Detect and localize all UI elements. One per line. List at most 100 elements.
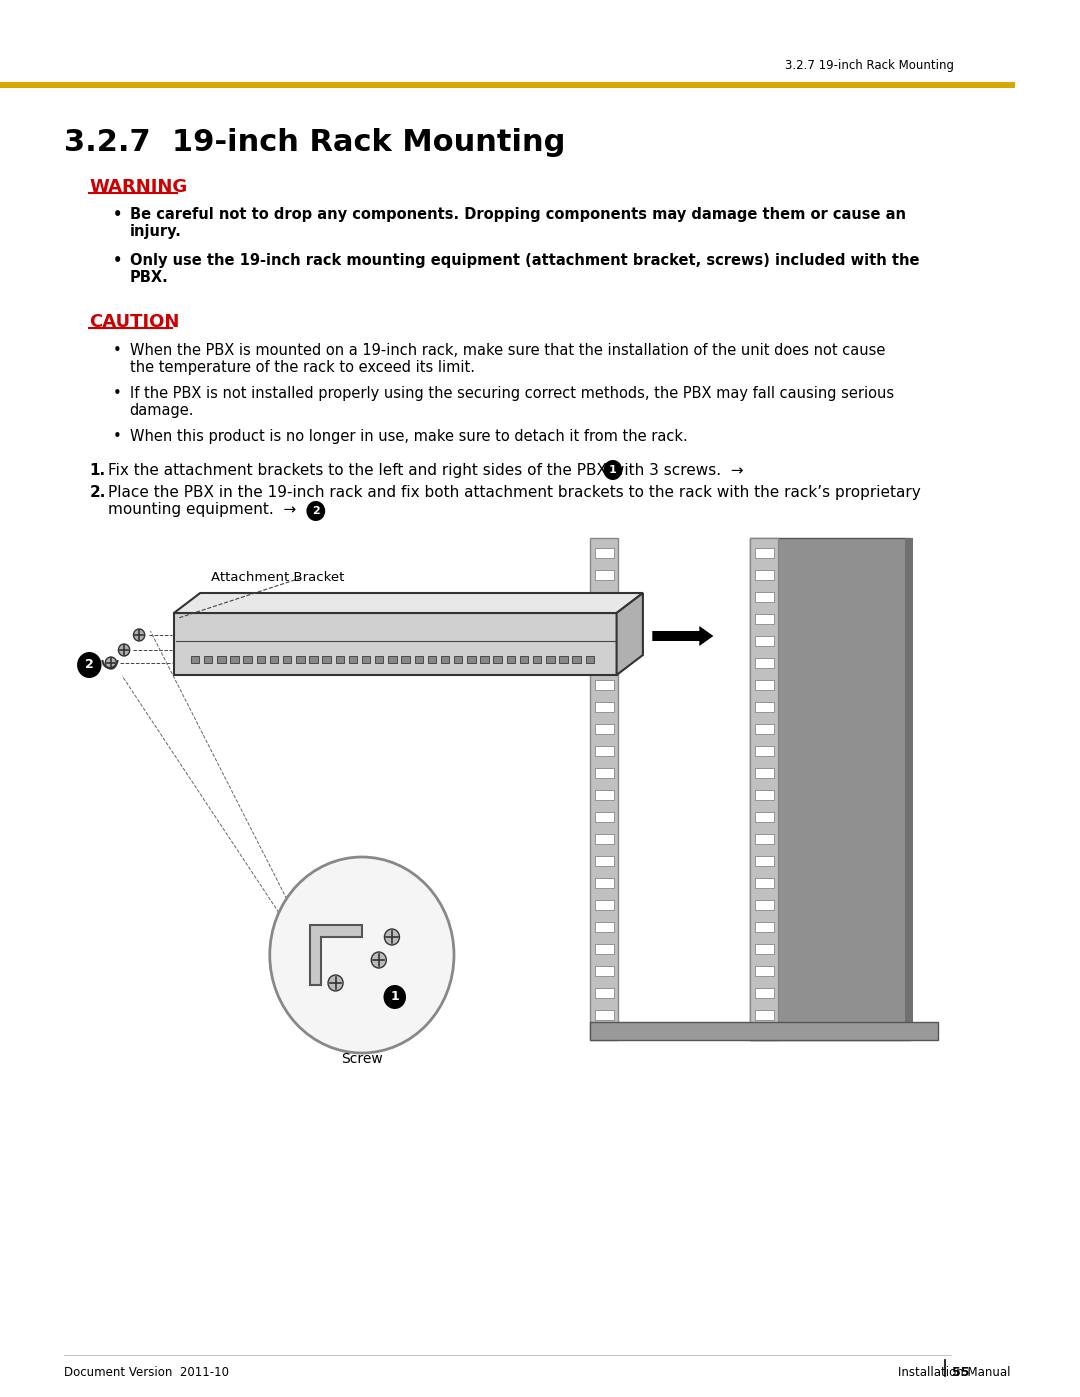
Polygon shape (174, 592, 643, 613)
Text: Attachment Bracket: Attachment Bracket (212, 571, 345, 584)
Text: •: • (112, 207, 122, 222)
Bar (349, 657, 357, 664)
Bar (257, 657, 265, 664)
Text: If the PBX is not installed properly using the securing correct methods, the PBX: If the PBX is not installed properly usi… (130, 386, 894, 418)
Bar (174, 613, 617, 675)
Bar (591, 1023, 939, 1039)
Bar (532, 657, 541, 664)
Text: 1.: 1. (90, 462, 106, 478)
Bar (755, 1010, 773, 1020)
Bar (755, 592, 773, 602)
Bar (595, 724, 613, 733)
Circle shape (134, 629, 145, 641)
Bar (230, 657, 239, 664)
Bar (595, 548, 613, 557)
Bar (595, 834, 613, 844)
Bar (755, 965, 773, 977)
Circle shape (270, 856, 454, 1053)
Bar (595, 877, 613, 888)
Text: 55: 55 (953, 1366, 970, 1379)
Bar (375, 657, 383, 664)
Bar (755, 789, 773, 800)
Circle shape (604, 460, 622, 481)
Bar (755, 812, 773, 821)
Bar (595, 965, 613, 977)
Bar (283, 657, 292, 664)
Bar (585, 657, 594, 664)
Text: •: • (112, 253, 122, 268)
Bar (595, 812, 613, 821)
Bar (362, 657, 370, 664)
Bar (595, 658, 613, 668)
Bar (595, 856, 613, 866)
Bar (191, 657, 200, 664)
Polygon shape (617, 592, 643, 675)
Bar (402, 657, 409, 664)
Text: Place the PBX in the 19-inch rack and fix both attachment brackets to the rack w: Place the PBX in the 19-inch rack and fi… (108, 485, 921, 517)
Bar (595, 988, 613, 997)
Bar (755, 703, 773, 712)
Text: Document Version  2011-10: Document Version 2011-10 (64, 1366, 229, 1379)
Text: 1: 1 (609, 465, 617, 475)
Bar (755, 636, 773, 645)
Polygon shape (310, 925, 362, 985)
Bar (388, 657, 396, 664)
Text: 2.: 2. (90, 485, 106, 500)
Bar (751, 538, 779, 1039)
Text: 2: 2 (85, 658, 94, 672)
Bar (309, 657, 318, 664)
Text: 3.2.7  19-inch Rack Mounting: 3.2.7 19-inch Rack Mounting (64, 129, 565, 156)
Circle shape (119, 644, 130, 657)
Bar (905, 538, 913, 1039)
Bar (243, 657, 252, 664)
Bar (595, 570, 613, 580)
Bar (559, 657, 568, 664)
Text: 1: 1 (390, 990, 400, 1003)
Text: 2: 2 (312, 506, 320, 515)
Bar (204, 657, 213, 664)
Circle shape (307, 502, 325, 521)
Bar (595, 1010, 613, 1020)
Bar (468, 657, 475, 664)
Text: Installation Manual: Installation Manual (897, 1366, 1010, 1379)
Text: Screw: Screw (341, 1052, 382, 1066)
Polygon shape (652, 626, 714, 645)
Circle shape (105, 657, 117, 669)
Bar (755, 548, 773, 557)
Bar (481, 657, 489, 664)
Text: When the PBX is mounted on a 19-inch rack, make sure that the installation of th: When the PBX is mounted on a 19-inch rac… (130, 344, 886, 376)
Bar (751, 538, 909, 1039)
Bar (755, 615, 773, 624)
Bar (595, 789, 613, 800)
Bar (755, 856, 773, 866)
Bar (595, 680, 613, 690)
Circle shape (384, 929, 400, 944)
Text: 3.2.7 19-inch Rack Mounting: 3.2.7 19-inch Rack Mounting (785, 59, 954, 73)
Bar (595, 615, 613, 624)
Bar (546, 657, 554, 664)
Bar (755, 680, 773, 690)
Bar (0, 82, 1015, 88)
Bar (428, 657, 436, 664)
Bar (755, 570, 773, 580)
Circle shape (372, 951, 387, 968)
Bar (755, 746, 773, 756)
Text: CAUTION: CAUTION (90, 313, 179, 331)
Bar (755, 988, 773, 997)
Text: •: • (112, 386, 122, 401)
Bar (755, 877, 773, 888)
Bar (595, 703, 613, 712)
Bar (755, 834, 773, 844)
Bar (572, 657, 581, 664)
Bar (270, 657, 279, 664)
Bar (595, 746, 613, 756)
Bar (595, 636, 613, 645)
Circle shape (77, 652, 102, 678)
Bar (755, 900, 773, 909)
Text: Be careful not to drop any components. Dropping components may damage them or ca: Be careful not to drop any components. D… (130, 207, 906, 239)
Text: When this product is no longer in use, make sure to detach it from the rack.: When this product is no longer in use, m… (130, 429, 688, 444)
Text: WARNING: WARNING (90, 177, 188, 196)
Bar (755, 922, 773, 932)
Bar (519, 657, 528, 664)
Bar (323, 657, 330, 664)
